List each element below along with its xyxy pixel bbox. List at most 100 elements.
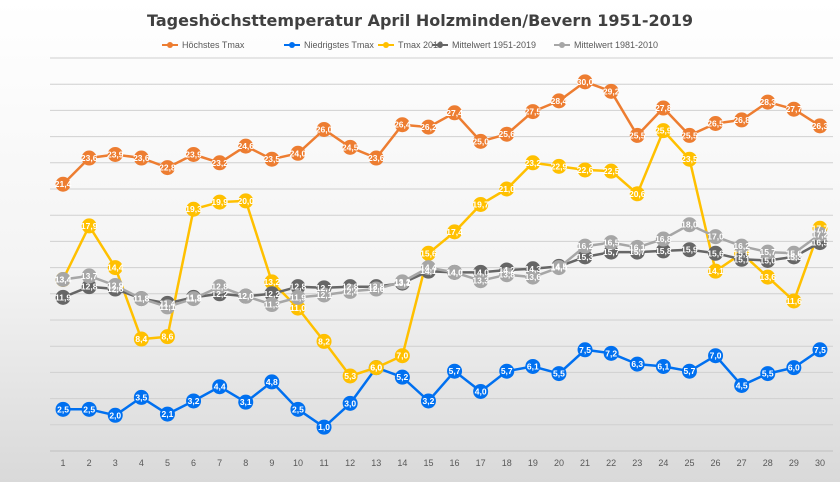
data-label: 14,1	[420, 266, 437, 276]
data-label: 6,1	[657, 361, 669, 371]
data-label: 11,6	[786, 296, 802, 306]
data-point	[316, 121, 332, 137]
data-label: 11,8	[186, 294, 202, 304]
data-point	[551, 260, 567, 276]
data-point	[786, 360, 802, 376]
data-label: 17,2	[812, 229, 829, 239]
x-tick-label: 8	[243, 458, 248, 468]
data-label: 15,7	[759, 247, 776, 257]
data-point	[186, 146, 202, 162]
x-tick-label: 11	[319, 458, 328, 468]
data-point	[290, 145, 306, 161]
series-2	[55, 342, 828, 435]
data-point	[681, 242, 697, 258]
data-point	[212, 279, 228, 295]
data-label: 12,2	[211, 289, 228, 299]
x-tick-label: 28	[763, 458, 773, 468]
data-point	[603, 83, 619, 99]
x-tick-label: 5	[165, 458, 170, 468]
data-point	[264, 374, 280, 390]
data-point	[133, 150, 149, 166]
data-point	[655, 243, 671, 259]
x-tick-label: 16	[450, 458, 460, 468]
data-point	[551, 366, 567, 382]
data-point	[499, 126, 515, 142]
legend: Höchstes Tmax Niedrigstes Tmax Tmax 2019 Mi…	[162, 40, 658, 50]
data-point	[499, 267, 515, 283]
data-point	[81, 401, 97, 417]
data-point	[760, 269, 776, 285]
data-label: 11,0	[290, 303, 306, 313]
data-label: 19,3	[185, 204, 202, 214]
data-point	[420, 245, 436, 261]
data-label: 13,1	[394, 278, 411, 288]
data-label: 17,9	[81, 221, 98, 231]
data-label: 6,0	[788, 363, 800, 373]
data-label: 11,9	[55, 292, 71, 302]
data-labels: 21,4 23,6 23,9 23,6 22,8 23,9 23,2 24,6 23,5 24,0…	[55, 77, 829, 432]
data-point	[420, 260, 436, 276]
data-label: 15,8	[655, 246, 672, 256]
data-label: 13,2	[394, 277, 411, 287]
data-label: 12,8	[211, 282, 228, 292]
data-label: 20,0	[237, 196, 254, 206]
data-label: 24,5	[342, 142, 359, 152]
data-point	[55, 289, 71, 305]
x-tick-label: 14	[397, 458, 407, 468]
x-tick-label: 7	[217, 458, 222, 468]
data-label: 12,8	[342, 282, 359, 292]
data-point	[655, 358, 671, 374]
data-label: 4,4	[214, 382, 226, 392]
data-label: 13,7	[81, 271, 98, 281]
data-label: 5,5	[762, 369, 774, 379]
data-point	[342, 139, 358, 155]
data-point	[212, 379, 228, 395]
data-point	[316, 287, 332, 303]
data-label: 14,5	[551, 261, 568, 271]
legend-label: Tmax 2019	[398, 40, 443, 50]
x-tick-label: 12	[345, 458, 355, 468]
gridlines	[50, 57, 833, 452]
data-point	[760, 244, 776, 260]
data-point	[760, 94, 776, 110]
x-tick-label: 15	[423, 458, 433, 468]
data-point	[473, 383, 489, 399]
data-point	[447, 363, 463, 379]
data-point	[264, 151, 280, 167]
data-point	[681, 151, 697, 167]
series-line	[62, 80, 821, 186]
data-label: 7,5	[814, 345, 826, 355]
data-point	[316, 333, 332, 349]
data-label: 22,6	[577, 165, 594, 175]
data-label: 23,5	[264, 154, 281, 164]
data-label: 5,7	[501, 366, 513, 376]
legend-item: Höchstes Tmax	[162, 40, 245, 50]
data-label: 16,2	[577, 241, 594, 251]
data-point	[577, 249, 593, 265]
data-point	[734, 112, 750, 128]
data-label: 12,9	[107, 280, 124, 290]
data-label: 15,6	[733, 248, 750, 258]
data-label: 15,7	[603, 247, 620, 257]
data-point	[681, 363, 697, 379]
series-5	[55, 217, 828, 315]
data-label: 29,2	[603, 86, 620, 96]
x-tick-label: 13	[371, 458, 381, 468]
data-label: 16,8	[655, 234, 672, 244]
x-tick-label: 1	[61, 458, 66, 468]
data-label: 28,3	[759, 97, 776, 107]
data-label: 21,0	[498, 184, 515, 194]
data-label: 8,6	[162, 332, 174, 342]
data-point	[786, 293, 802, 309]
data-point	[212, 155, 228, 171]
data-point	[159, 160, 175, 176]
data-label: 27,4	[446, 108, 463, 118]
data-label: 11,8	[133, 294, 149, 304]
data-label: 23,6	[368, 153, 385, 163]
data-label: 5,2	[396, 372, 408, 382]
data-label: 6,0	[370, 363, 382, 373]
data-point	[655, 231, 671, 247]
data-label: 13,4	[55, 275, 72, 285]
data-point	[655, 100, 671, 116]
data-label: 12,7	[316, 283, 333, 293]
